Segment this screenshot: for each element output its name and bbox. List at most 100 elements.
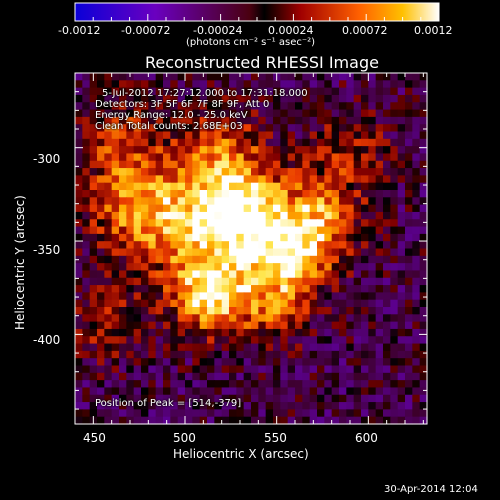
heatmap-cell	[397, 409, 406, 418]
heatmap-cell	[309, 387, 318, 396]
heatmap-cell	[317, 73, 325, 81]
heatmap-cell	[309, 277, 318, 286]
heatmap-cell	[346, 160, 355, 169]
heatmap-cell	[287, 409, 296, 418]
heatmap-cell	[133, 124, 142, 133]
heatmap-cell	[419, 299, 428, 308]
heatmap-cell	[229, 387, 237, 396]
heatmap-cell	[133, 277, 142, 286]
heatmap-cell	[207, 109, 215, 118]
heatmap-cell	[236, 175, 245, 184]
heatmap-cell	[302, 402, 311, 410]
heatmap-cell	[251, 153, 259, 162]
heatmap-cell	[185, 204, 193, 213]
heatmap-cell	[339, 160, 347, 169]
heatmap-cell	[397, 387, 406, 396]
heatmap-cell	[258, 365, 267, 374]
heatmap-cell	[405, 394, 413, 403]
heatmap-cell	[390, 175, 399, 184]
heatmap-cell	[258, 168, 267, 176]
heatmap-cell	[265, 168, 274, 176]
heatmap-cell	[82, 241, 91, 250]
heatmap-cell	[397, 160, 406, 169]
heatmap-cell	[368, 372, 377, 381]
heatmap-cell	[405, 263, 413, 272]
heatmap-cell	[133, 285, 142, 293]
annotation-peak-position: Position of Peak = [514,-379]	[95, 398, 242, 409]
heatmap-cell	[317, 299, 325, 308]
heatmap-cell	[390, 80, 399, 89]
heatmap-cell	[412, 328, 421, 337]
heatmap-cell	[133, 314, 142, 323]
heatmap-cell	[390, 160, 399, 169]
heatmap-cell	[141, 153, 149, 162]
heatmap-cell	[163, 307, 171, 315]
heatmap-cell	[273, 131, 281, 140]
heatmap-cell	[309, 358, 318, 367]
heatmap-cell	[331, 285, 340, 293]
heatmap-cell	[199, 248, 208, 257]
heatmap-cell	[295, 226, 303, 235]
heatmap-cell	[339, 328, 347, 337]
heatmap-cell	[82, 219, 91, 228]
heatmap-cell	[192, 270, 201, 279]
heatmap-cell	[133, 299, 142, 308]
heatmap-cell	[419, 211, 428, 220]
heatmap-cell	[111, 226, 120, 235]
heatmap-cell	[412, 372, 421, 381]
heatmap-cell	[287, 263, 296, 272]
heatmap-cell	[280, 182, 289, 191]
heatmap-cell	[177, 263, 186, 272]
heatmap-cell	[251, 314, 259, 323]
heatmap-cell	[82, 124, 91, 133]
heatmap-cell	[346, 109, 355, 118]
heatmap-cell	[207, 270, 215, 279]
heatmap-cell	[243, 248, 252, 257]
heatmap-cell	[192, 226, 201, 235]
heatmap-cell	[287, 270, 296, 279]
heatmap-cell	[353, 321, 362, 330]
heatmap-cell	[199, 204, 208, 213]
heatmap-cell	[236, 94, 245, 103]
heatmap-cell	[397, 211, 406, 220]
heatmap-cell	[177, 292, 186, 301]
heatmap-cell	[177, 241, 186, 250]
heatmap-cell	[97, 80, 105, 89]
heatmap-cell	[133, 409, 142, 418]
heatmap-cell	[346, 365, 355, 374]
heatmap-cell	[295, 292, 303, 301]
heatmap-cell	[280, 226, 289, 235]
heatmap-cell	[111, 409, 120, 418]
heatmap-cell	[119, 358, 127, 367]
heatmap-cell	[133, 94, 142, 103]
heatmap-cell	[243, 204, 252, 213]
heatmap-cell	[331, 168, 340, 176]
heatmap-cell	[192, 263, 201, 272]
heatmap-cell	[324, 365, 333, 374]
heatmap-cell	[119, 350, 127, 359]
heatmap-cell	[302, 416, 311, 425]
heatmap-cell	[97, 416, 105, 425]
heatmap-cell	[353, 131, 362, 140]
heatmap-cell	[133, 226, 142, 235]
heatmap-cell	[273, 277, 281, 286]
heatmap-cell	[155, 263, 164, 272]
heatmap-cell	[383, 248, 391, 257]
heatmap-cell	[170, 124, 179, 133]
heatmap-cell	[89, 292, 98, 301]
heatmap-cell	[119, 307, 127, 315]
heatmap-cell	[97, 116, 105, 125]
heatmap-cell	[339, 168, 347, 176]
heatmap-cell	[331, 211, 340, 220]
heatmap-cell	[155, 402, 164, 410]
heatmap-cell	[346, 402, 355, 410]
heatmap-cell	[119, 321, 127, 330]
heatmap-cell	[97, 109, 105, 118]
heatmap-cell	[119, 87, 127, 96]
heatmap-cell	[265, 219, 274, 228]
heatmap-cell	[339, 204, 347, 213]
heatmap-cell	[368, 131, 377, 140]
heatmap-cell	[397, 343, 406, 352]
heatmap-cell	[89, 116, 98, 125]
heatmap-cell	[75, 365, 83, 374]
